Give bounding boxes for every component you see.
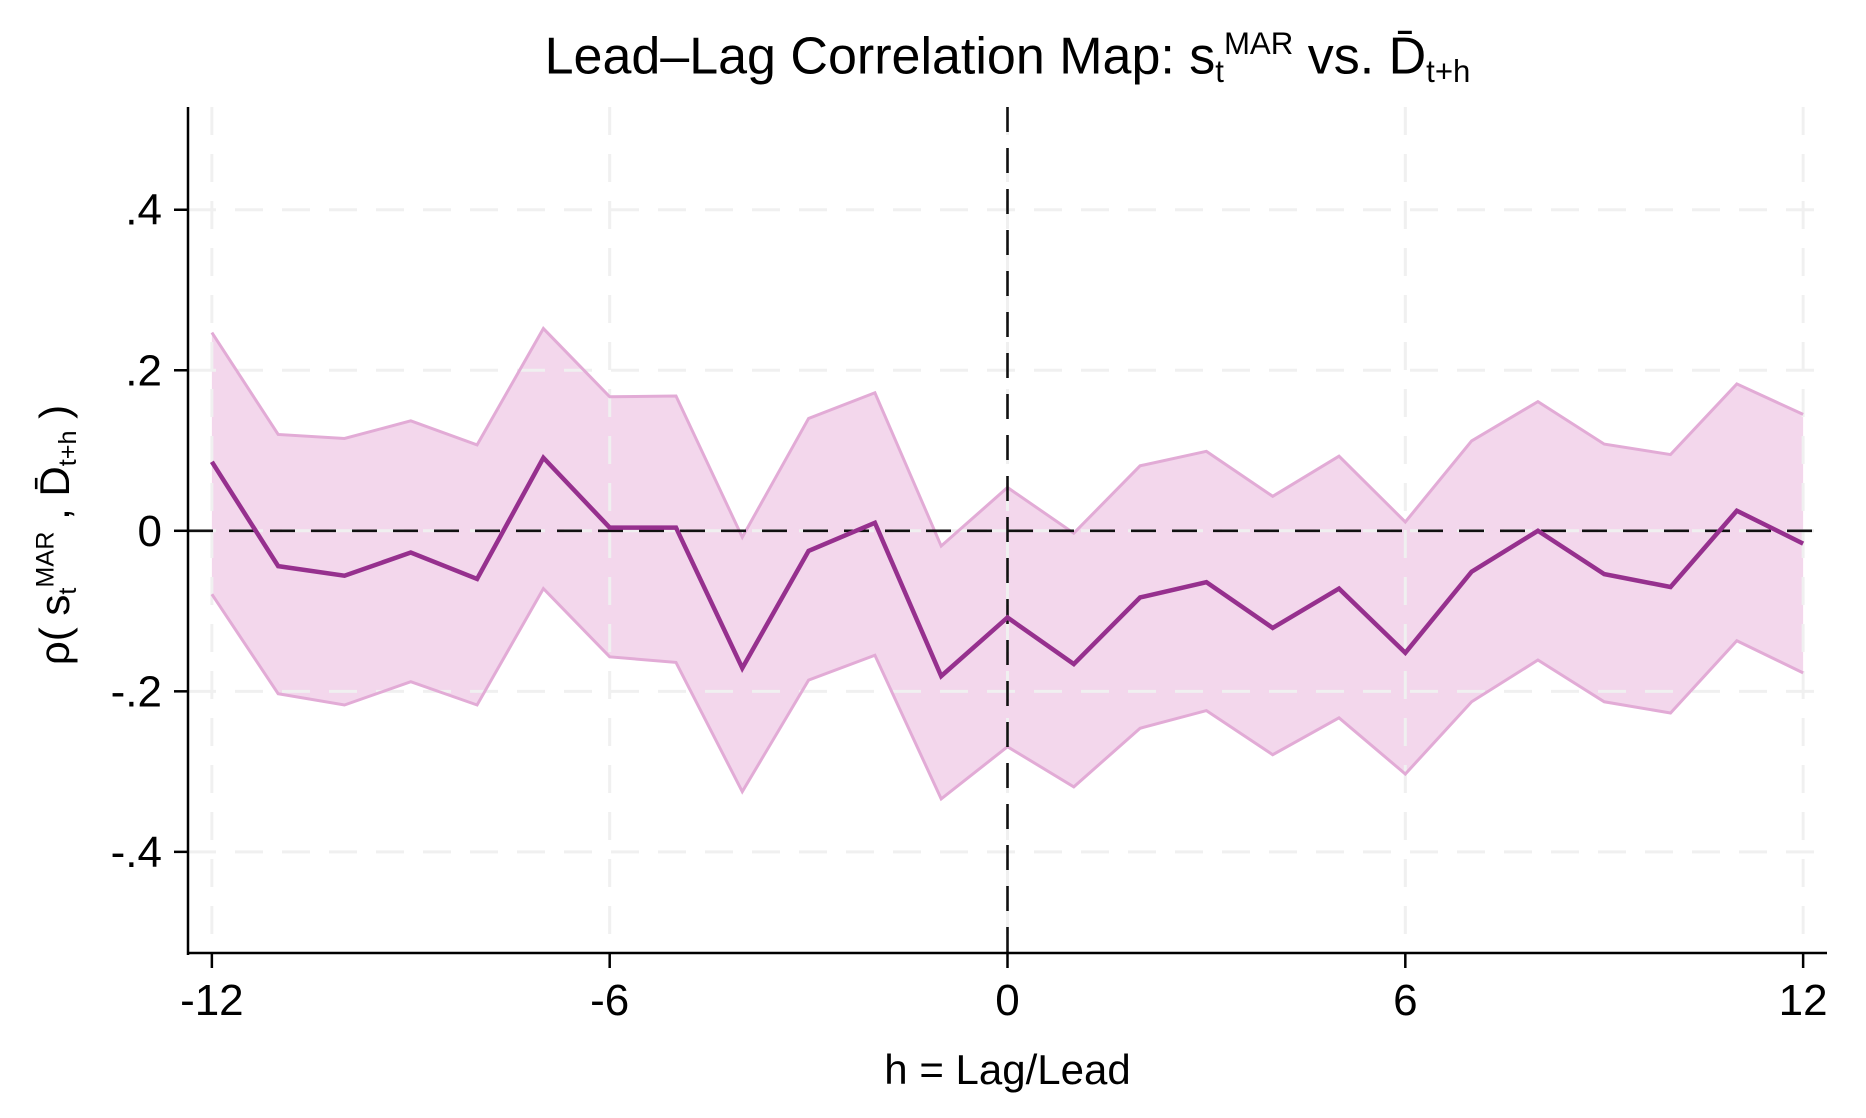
y-label-subscript-t: t [54, 587, 83, 595]
chart-title: Lead–Lag Correlation Map: stMAR vs. D̄t+… [188, 26, 1827, 90]
y-tick-label: -.2 [111, 667, 162, 716]
correlation-line [209, 453, 1805, 680]
y-axis-label: ρ( stMAR , D̄t+h ) [31, 405, 83, 665]
title-superscript-mar: MAR [1223, 26, 1294, 61]
y-label-close-paren: ) [30, 404, 78, 431]
y-label-rho: ρ( s [30, 594, 78, 666]
title-subscript-t: t [1215, 54, 1224, 90]
x-tick-label: -6 [590, 976, 629, 1025]
x-tick-label: 12 [1779, 976, 1828, 1025]
x-tick-label: 0 [995, 976, 1019, 1025]
y-tick-label: .4 [125, 186, 162, 235]
x-tick-label: -12 [180, 976, 244, 1025]
title-subscript-th: t+h [1426, 54, 1471, 90]
y-tick-label: -.4 [111, 828, 162, 877]
y-tick-label: 0 [138, 507, 162, 556]
x-tick-label: 6 [1393, 976, 1417, 1025]
title-text: Lead–Lag Correlation Map: s [544, 27, 1216, 86]
title-vs-text: vs. D̄ [1293, 27, 1427, 86]
x-axis-label: h = Lag/Lead [884, 1046, 1131, 1093]
y-tick-label: .2 [125, 346, 162, 395]
y-label-subscript-th: t+h [54, 430, 83, 467]
y-label-superscript-mar: MAR [31, 531, 60, 588]
y-label-dbar: , D̄ [30, 466, 78, 532]
